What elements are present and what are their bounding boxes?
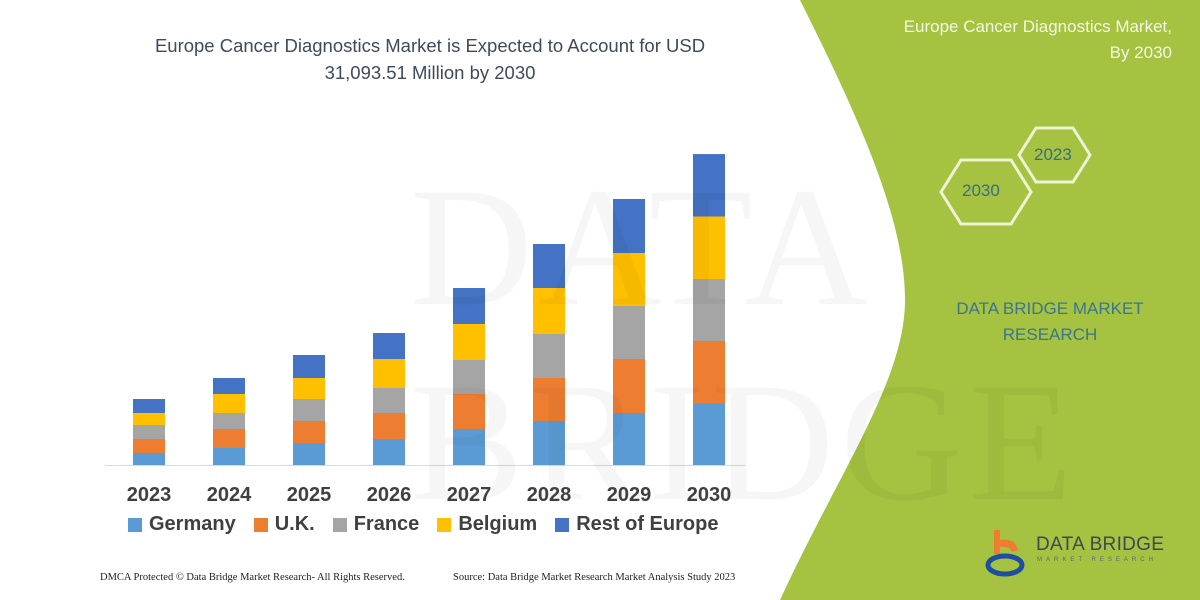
bar-segment-2023-germany	[133, 453, 165, 465]
bar-segment-2030-france	[693, 279, 725, 341]
legend-item: Rest of Europe	[555, 513, 718, 536]
legend-swatch	[437, 517, 452, 532]
bar-segment-2026-france	[373, 388, 405, 413]
footer-source: Source: Data Bridge Market Research Mark…	[453, 572, 736, 583]
bar-segment-2025-u-k-	[293, 421, 325, 443]
x-tick-label: 2024	[206, 484, 252, 506]
chart-title-line: Europe Cancer Diagnostics Market is Expe…	[154, 35, 706, 56]
brand-line: RESEARCH	[1002, 325, 1098, 344]
hexagon-2030	[939, 158, 1033, 226]
bar-segment-2025-france	[293, 399, 325, 421]
logo-name: DATA BRIDGE	[1036, 534, 1165, 555]
bar-segment-2023-france	[133, 425, 165, 439]
legend-item: France	[332, 513, 420, 536]
bar-segment-2029-germany	[613, 413, 645, 465]
bar-segment-2026-germany	[373, 439, 405, 465]
bar-segment-2025-belgium	[293, 378, 325, 399]
legend-label: U.K.	[274, 513, 315, 535]
bar-segment-2027-france	[453, 360, 485, 394]
bar-segment-2029-belgium	[613, 253, 645, 306]
bar-segment-2029-france	[613, 306, 645, 359]
bar-segment-2028-rest-of-europe	[533, 244, 565, 288]
footer-copyright: DMCA Protected © Data Bridge Market Rese…	[100, 572, 405, 583]
logo-tagline: MARKET RESEARCH	[1037, 557, 1157, 563]
legend-label: France	[353, 513, 420, 535]
legend: Germany U.K. France Belgium Rest of Europe	[128, 513, 718, 536]
chart-title: Europe Cancer Diagnostics Market is Expe…	[110, 32, 750, 86]
bar-segment-2024-germany	[213, 448, 245, 465]
bar-segment-2027-u-k-	[453, 394, 485, 429]
bar-segment-2024-belgium	[213, 394, 245, 413]
data-bridge-logo-icon	[985, 530, 1025, 577]
bar-segment-2026-u-k-	[373, 413, 405, 439]
side-panel-title: Europe Cancer Diagnostics Market, By 203…	[904, 14, 1172, 66]
bar-segment-2030-belgium	[693, 216, 725, 279]
bar-segment-2026-belgium	[373, 359, 405, 388]
legend-label: Germany	[149, 513, 236, 535]
x-tick-label: 2026	[366, 484, 412, 506]
legend-swatch	[253, 517, 268, 532]
bar-segment-2024-u-k-	[213, 429, 245, 448]
x-tick-label: 2030	[686, 484, 732, 506]
bar-segment-2027-belgium	[453, 324, 485, 360]
side-title-line: By 2030	[1109, 43, 1172, 62]
bar-segment-2024-france	[213, 413, 245, 429]
legend-label: Belgium	[458, 513, 538, 535]
bar-segment-2025-rest-of-europe	[293, 355, 325, 378]
bar-segment-2028-u-k-	[533, 378, 565, 421]
legend-item: Belgium	[437, 513, 537, 536]
bar-segment-2030-rest-of-europe	[693, 154, 725, 217]
stacked-bar-chart	[105, 154, 745, 466]
hex-label-2023: 2023	[1034, 145, 1072, 164]
x-tick-label: 2029	[606, 484, 652, 506]
legend-item: Germany	[128, 513, 236, 536]
bar-segment-2030-germany	[693, 403, 725, 465]
x-tick-label: 2027	[446, 484, 492, 506]
chart-title-line: 31,093.51 Million by 2030	[324, 62, 536, 83]
bar-segment-2026-rest-of-europe	[373, 333, 405, 359]
bar-segment-2029-u-k-	[613, 359, 645, 413]
bar-segment-2023-u-k-	[133, 439, 165, 453]
bar-segment-2024-rest-of-europe	[213, 378, 245, 394]
legend-swatch	[332, 517, 347, 532]
bar-segment-2028-germany	[533, 421, 565, 465]
green-side-panel	[780, 0, 1200, 600]
bar-segment-2025-germany	[293, 443, 325, 465]
bar-segment-2028-france	[533, 334, 565, 378]
brand-name: DATA BRIDGE MARKET RESEARCH	[915, 296, 1185, 348]
bar-segment-2027-germany	[453, 429, 485, 465]
bar-segment-2027-rest-of-europe	[453, 288, 485, 324]
x-tick-label: 2025	[286, 484, 332, 506]
legend-swatch	[128, 517, 142, 532]
bar-segment-2029-rest-of-europe	[613, 199, 645, 253]
bar-segment-2030-u-k-	[693, 341, 725, 404]
legend-swatch	[555, 517, 570, 532]
brand-line: DATA BRIDGE MARKET	[956, 299, 1144, 318]
side-title-line: Europe Cancer Diagnostics Market,	[903, 17, 1172, 36]
hexagon-2023	[1017, 126, 1092, 184]
x-tick-label: 2028	[526, 484, 572, 506]
hex-label-2030: 2030	[962, 181, 1000, 200]
x-tick-label: 2023	[126, 484, 172, 506]
bar-segment-2023-belgium	[133, 413, 165, 425]
bar-segment-2023-rest-of-europe	[133, 399, 165, 413]
legend-label: Rest of Europe	[576, 513, 719, 535]
bar-segment-2028-belgium	[533, 288, 565, 334]
legend-item: U.K.	[253, 513, 315, 536]
